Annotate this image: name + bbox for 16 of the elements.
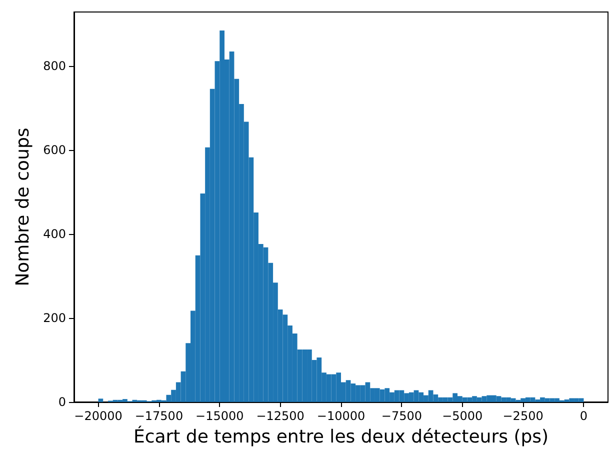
x-tick-label: −2500 xyxy=(502,409,544,423)
x-tick-label: −17500 xyxy=(134,409,184,423)
x-tick-label: −15000 xyxy=(196,409,244,423)
x-tick-label: −20000 xyxy=(74,409,122,423)
x-tick-label: −7500 xyxy=(381,409,422,423)
y-tick-label: 400 xyxy=(43,226,66,241)
y-tick-label: 600 xyxy=(43,142,66,157)
x-tick-label: −10000 xyxy=(316,409,366,423)
x-tick-label: −5000 xyxy=(442,409,483,423)
x-tick-label: 0 xyxy=(580,409,588,423)
x-axis-title: Écart de temps entre les deux détecteurs (ps) xyxy=(133,426,549,448)
y-tick-label: 800 xyxy=(43,58,66,73)
y-axis-title: Nombre de coups xyxy=(12,128,34,286)
x-tick-label: −12500 xyxy=(256,409,304,423)
y-tick-label: 200 xyxy=(43,310,66,325)
y-tick-label: 0 xyxy=(58,395,66,409)
